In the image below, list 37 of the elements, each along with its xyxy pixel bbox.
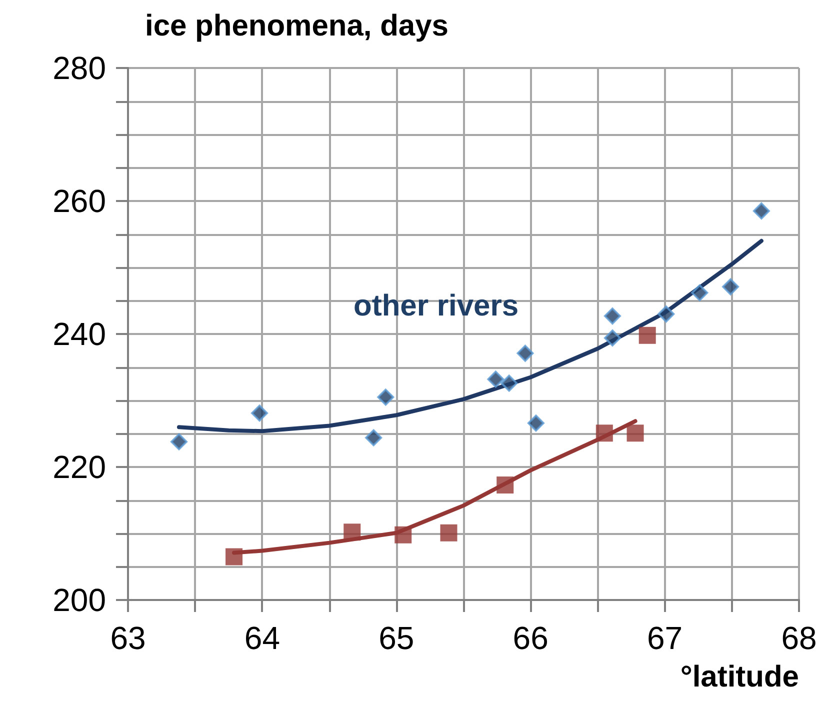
- point: [394, 526, 412, 544]
- point: [440, 524, 458, 542]
- line-series: [176, 238, 764, 434]
- point: [170, 433, 188, 450]
- y-tick-label: 240: [52, 316, 106, 352]
- y-tick-label: 200: [52, 582, 106, 618]
- point: [365, 429, 382, 446]
- point: [344, 524, 361, 541]
- point: [251, 404, 268, 422]
- point: [604, 329, 621, 346]
- y-tick-label: 220: [52, 449, 106, 485]
- x-tick-label: 64: [244, 620, 280, 656]
- x-axis-title: °latitude: [680, 660, 799, 694]
- point: [626, 424, 644, 442]
- x-tick-label: 66: [512, 620, 548, 656]
- point: [516, 344, 534, 362]
- x-tick-label: 63: [110, 620, 146, 656]
- point: [604, 308, 621, 325]
- x-tick-label: 67: [647, 620, 683, 656]
- x-tick-label: 68: [781, 620, 817, 656]
- point: [752, 202, 770, 220]
- point: [377, 388, 394, 406]
- point: [596, 424, 613, 442]
- x-tick-label: 65: [378, 620, 414, 656]
- point: [691, 284, 708, 302]
- point: [226, 548, 243, 566]
- point: [638, 326, 656, 344]
- point: [722, 278, 740, 296]
- series-label: other rivers: [354, 289, 519, 322]
- point: [658, 306, 675, 323]
- point: [496, 476, 514, 494]
- point: [500, 374, 518, 392]
- point: [527, 414, 544, 432]
- point: [487, 370, 504, 388]
- y-tick-label: 260: [52, 183, 106, 219]
- chart-title: ice phenomena, days: [145, 10, 448, 42]
- y-tick-label: 280: [52, 50, 106, 86]
